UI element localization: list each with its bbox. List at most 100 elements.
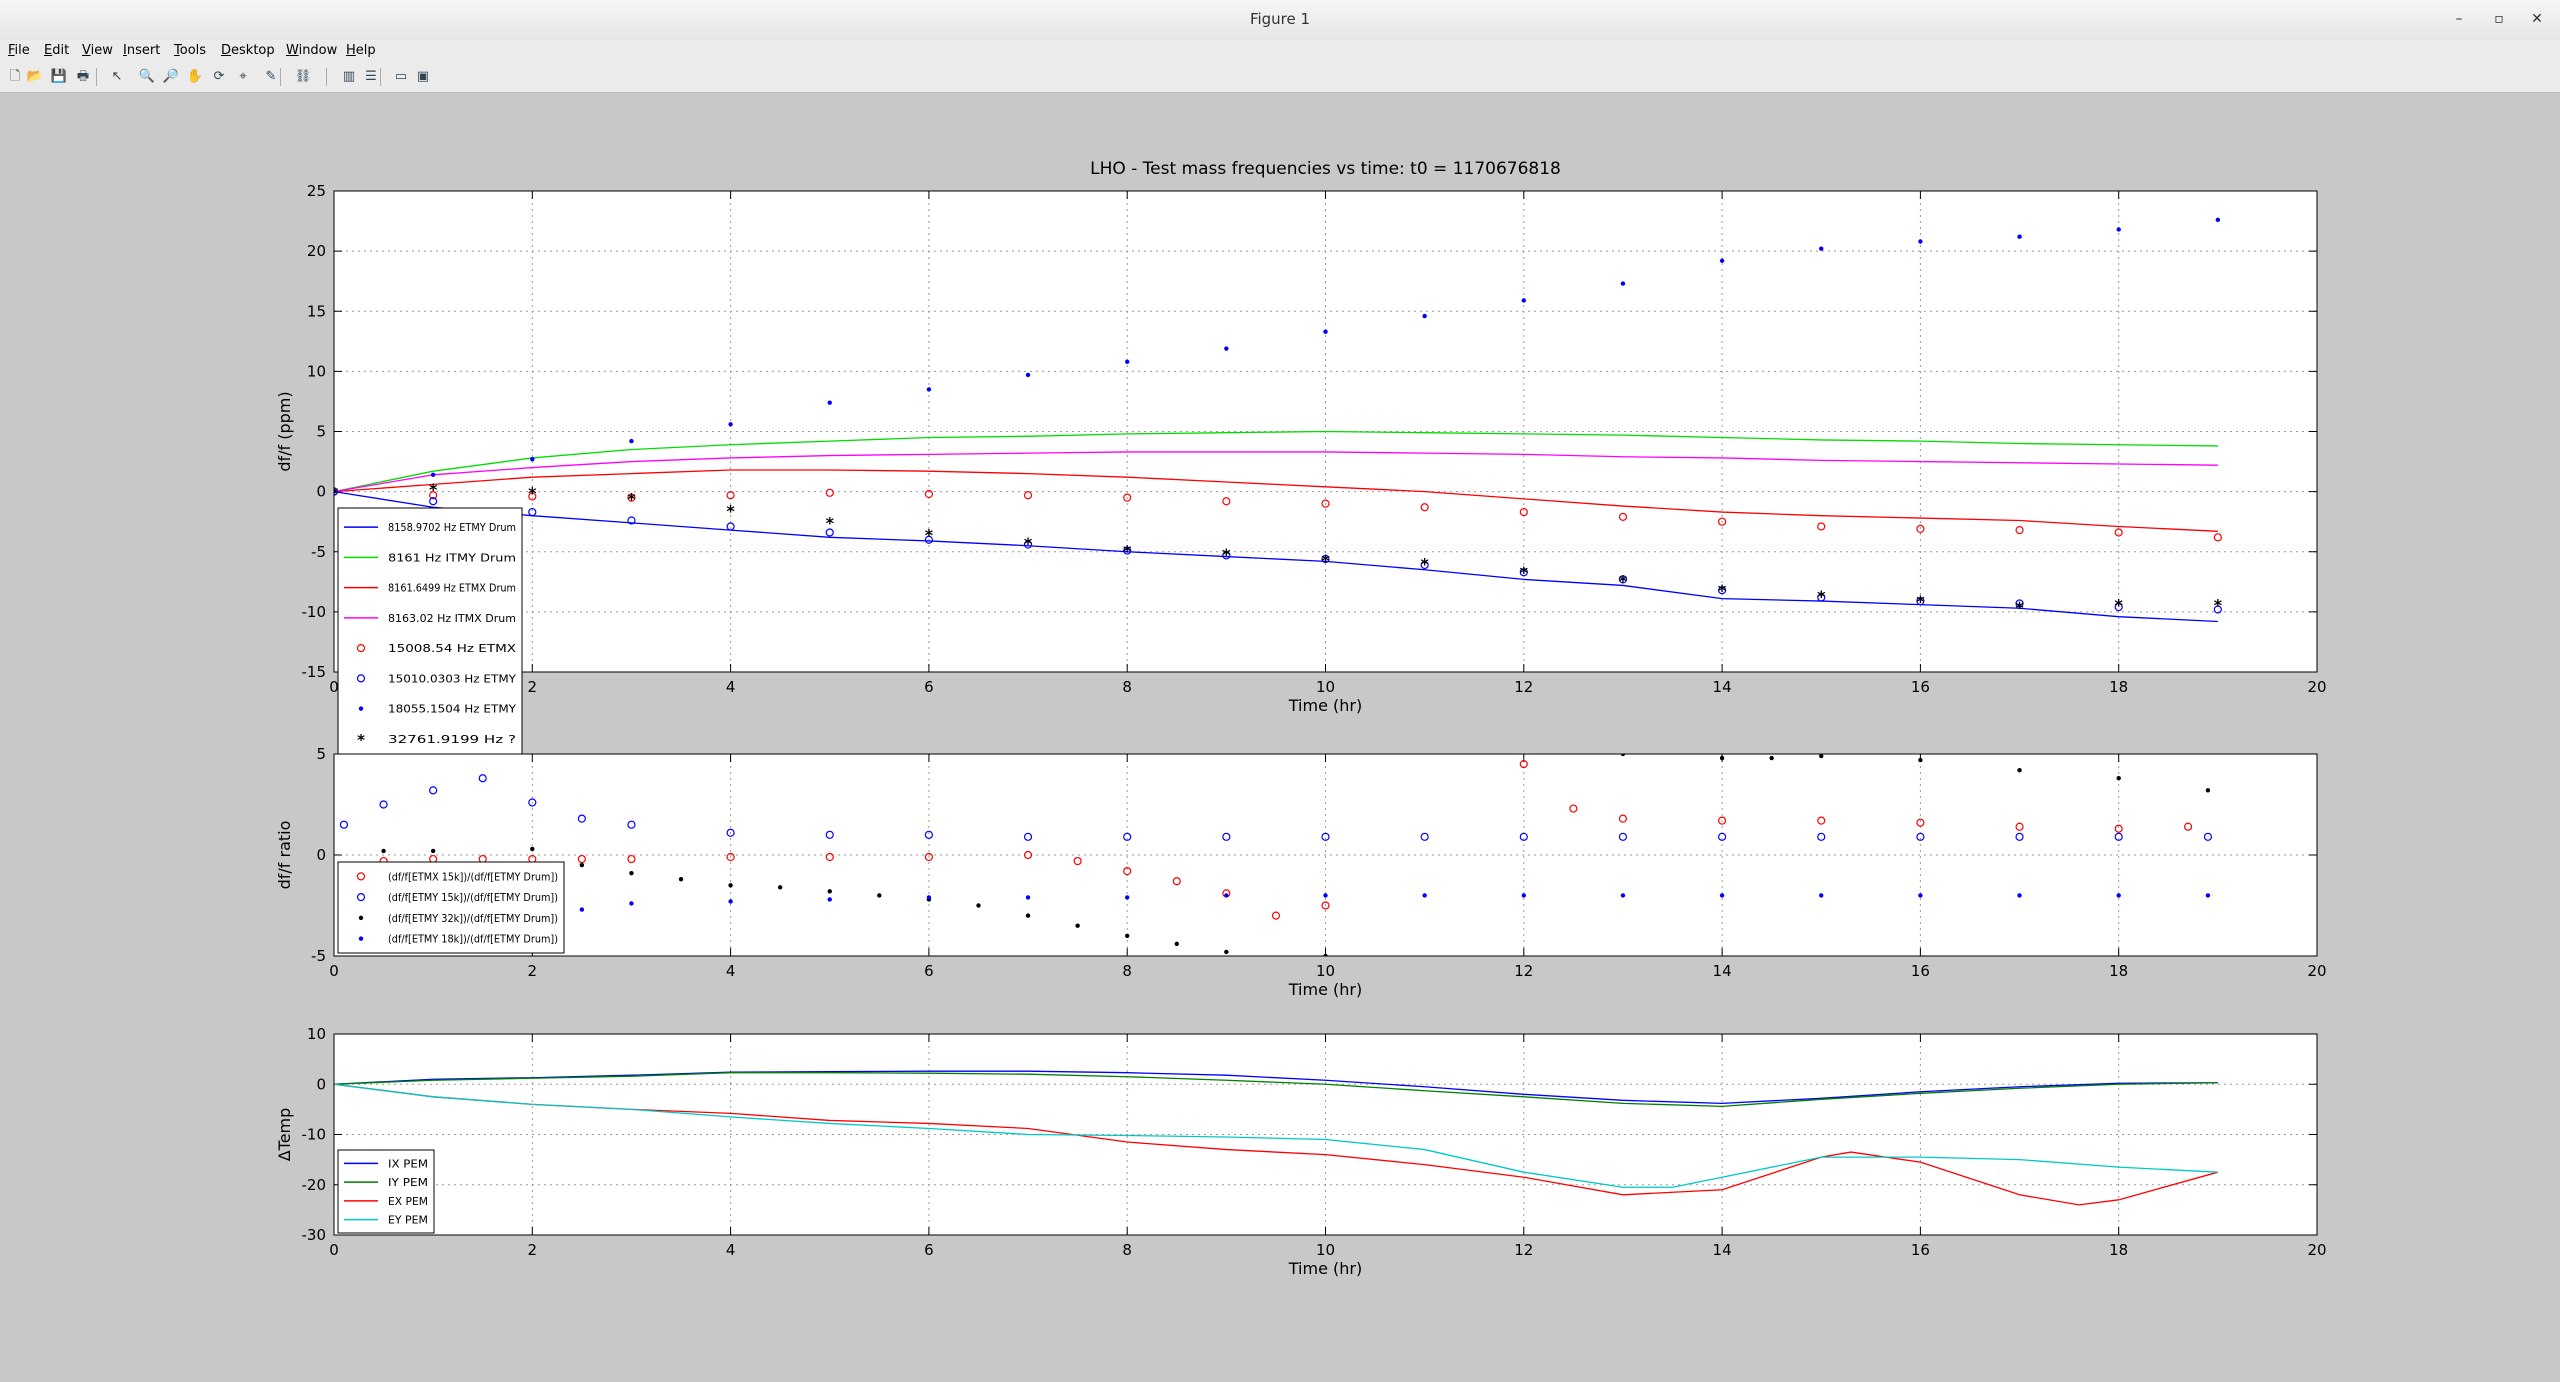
data-point bbox=[627, 516, 636, 525]
data-point bbox=[825, 852, 834, 862]
data-point bbox=[1819, 246, 1824, 251]
data-point bbox=[1618, 814, 1628, 823]
legend-swatch bbox=[356, 674, 366, 683]
menu-view[interactable]: View bbox=[82, 43, 113, 58]
data-point bbox=[2015, 822, 2024, 831]
y-tick-label: 0 bbox=[316, 1075, 326, 1093]
data-point bbox=[430, 848, 436, 854]
legend-label: (df/f[ETMY 32k])/(df/f[ETMY Drum]) bbox=[388, 912, 558, 925]
open-file-icon[interactable]: 📂 bbox=[26, 69, 44, 84]
pan-icon[interactable]: ✋ bbox=[186, 69, 204, 84]
data-point bbox=[2015, 832, 2024, 841]
data-point bbox=[1620, 893, 1626, 898]
y-tick-label: 25 bbox=[307, 182, 326, 200]
save-icon[interactable]: 💾 bbox=[50, 69, 68, 84]
x-tick-label: 10 bbox=[1316, 1241, 1335, 1259]
data-point bbox=[1817, 816, 1826, 825]
menu-window[interactable]: Window bbox=[286, 43, 338, 58]
data-point: * bbox=[1321, 551, 1330, 570]
data-point bbox=[1819, 754, 1824, 759]
data-point bbox=[1125, 359, 1130, 364]
x-tick-label: 0 bbox=[329, 678, 339, 696]
link-plot-icon[interactable]: ⛓ bbox=[294, 69, 312, 84]
y-tick-label: -30 bbox=[302, 1226, 327, 1244]
data-point bbox=[1519, 507, 1528, 517]
zoom-in-icon[interactable]: 🔍 bbox=[138, 69, 156, 84]
y-tick-label: 10 bbox=[307, 362, 326, 380]
data-point bbox=[1717, 517, 1727, 526]
y-tick-label: -5 bbox=[311, 543, 326, 561]
x-tick-label: 14 bbox=[1713, 962, 1732, 980]
x-tick-label: 16 bbox=[1911, 678, 1930, 696]
y-tick-label: 5 bbox=[316, 745, 326, 763]
data-point bbox=[726, 522, 735, 531]
rotate-icon[interactable]: ⟳ bbox=[213, 69, 225, 84]
menu-tools[interactable]: Tools bbox=[174, 43, 207, 58]
data-point bbox=[2213, 533, 2222, 542]
insert-legend-icon[interactable]: ☰ bbox=[365, 69, 377, 84]
x-tick-label: 12 bbox=[1514, 1241, 1533, 1259]
pointer-icon[interactable]: ↖ bbox=[111, 69, 123, 84]
menu-insert[interactable]: Insert bbox=[123, 43, 161, 58]
data-point bbox=[777, 885, 783, 890]
x-axis-label: Time (hr) bbox=[1288, 1259, 1362, 1278]
data-point bbox=[1172, 877, 1181, 886]
data-point bbox=[2184, 822, 2193, 831]
x-tick-label: 8 bbox=[1122, 678, 1132, 696]
data-point bbox=[1521, 893, 1527, 898]
maximize-icon[interactable]: ▫ bbox=[2494, 11, 2504, 27]
print-icon[interactable]: 🖶 bbox=[76, 69, 90, 84]
data-point bbox=[1420, 503, 1429, 512]
data-point bbox=[1519, 759, 1528, 769]
data-cursor-icon[interactable]: ⌖ bbox=[239, 69, 247, 84]
data-point bbox=[2114, 528, 2123, 537]
data-point bbox=[1023, 540, 1033, 549]
data-point bbox=[1620, 754, 1626, 757]
axes-frame bbox=[333, 1033, 2318, 1236]
data-point bbox=[1321, 832, 1330, 841]
data-point bbox=[1719, 893, 1725, 898]
menu-file[interactable]: File bbox=[8, 43, 30, 58]
minimize-icon[interactable]: – bbox=[2455, 11, 2463, 27]
data-point bbox=[1224, 893, 1229, 898]
window-title: Figure 1 bbox=[1249, 10, 1311, 28]
brush-icon[interactable]: ✎ bbox=[265, 69, 277, 84]
data-point bbox=[1817, 522, 1826, 531]
zoom-out-icon[interactable]: 🔎 bbox=[162, 69, 180, 84]
x-tick-label: 18 bbox=[2109, 962, 2128, 980]
hide-plot-tools-icon[interactable]: ▭ bbox=[394, 69, 408, 84]
data-point bbox=[825, 528, 834, 537]
menu-desktop[interactable]: Desktop bbox=[221, 43, 275, 58]
data-point bbox=[1271, 911, 1281, 920]
data-point: * bbox=[1222, 545, 1231, 564]
legend-swatch: * bbox=[357, 731, 365, 749]
legend-swatch bbox=[356, 893, 366, 902]
data-point bbox=[1519, 832, 1528, 841]
x-axis-label: Time (hr) bbox=[1288, 980, 1362, 999]
series-line bbox=[334, 451, 2218, 493]
menu-help[interactable]: Help bbox=[346, 43, 376, 58]
data-point bbox=[924, 852, 934, 862]
toolbar: 🗋 📂 💾 🖶 ↖ 🔍 🔎 ✋ ⟳ ⌖ ✎ ⛓ ▥ ☰ ▭ ▣ bbox=[0, 62, 2560, 93]
data-point bbox=[1717, 832, 1727, 841]
x-tick-label: 0 bbox=[329, 962, 339, 980]
legend-label: 15008.54 Hz ETMX bbox=[388, 642, 517, 655]
menu-edit[interactable]: Edit bbox=[44, 43, 70, 58]
data-point bbox=[1123, 546, 1132, 555]
series-line bbox=[334, 490, 2218, 623]
insert-colorbar-icon[interactable]: ▥ bbox=[342, 69, 356, 84]
data-point: * bbox=[826, 514, 835, 533]
legend-swatch bbox=[356, 644, 366, 653]
x-tick-label: 18 bbox=[2109, 678, 2128, 696]
x-tick-label: 10 bbox=[1316, 678, 1335, 696]
x-tick-label: 10 bbox=[1316, 962, 1335, 980]
y-tick-label: 15 bbox=[307, 302, 326, 320]
show-plot-tools-icon[interactable]: ▣ bbox=[416, 69, 430, 84]
new-figure-icon[interactable]: 🗋 bbox=[9, 69, 21, 84]
data-point bbox=[627, 493, 636, 502]
data-point bbox=[528, 507, 537, 517]
data-point bbox=[478, 774, 487, 783]
data-point bbox=[924, 830, 934, 839]
close-icon[interactable]: ✕ bbox=[2531, 11, 2543, 27]
